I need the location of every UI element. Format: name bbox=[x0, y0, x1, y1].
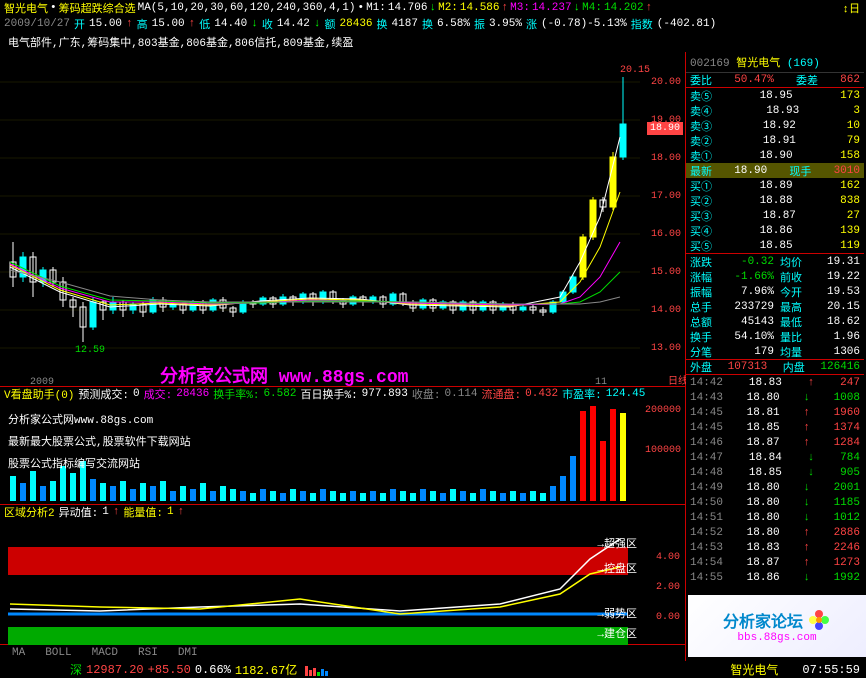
tick-row: 14:5118.80↓1012 bbox=[686, 510, 864, 525]
tick-row: 14:5018.80↓1185 bbox=[686, 495, 864, 510]
stat-row: 总手233729最高20.15 bbox=[686, 299, 864, 314]
ask-row[interactable]: 卖③18.9210 bbox=[686, 118, 864, 133]
watermark: 分析家公式网 www.88gs.com bbox=[160, 362, 408, 388]
tick-row: 14:4618.87↑1284 bbox=[686, 435, 864, 450]
vol-indicator-name: V看盘助手(0) bbox=[4, 386, 74, 402]
stat-row: 总额45143最低18.62 bbox=[686, 314, 864, 329]
stat-row: 振幅7.96%今开19.53 bbox=[686, 284, 864, 299]
bid-row[interactable]: 买④18.86139 bbox=[686, 223, 864, 238]
candlestick-chart[interactable]: 20.1512.59200911日线 分析家公式网 www.88gs.com 2… bbox=[0, 52, 685, 387]
svg-text:4.00: 4.00 bbox=[656, 552, 680, 563]
zone-indicator-name: 区域分析2 bbox=[4, 504, 55, 520]
volume-chart[interactable]: V看盘助手(0) 预测成交:0 成交:28436 换手率%:6.582 百日换手… bbox=[0, 387, 685, 505]
tick-row: 14:4918.80↓2001 bbox=[686, 480, 864, 495]
tick-row: 14:4718.84↓784 bbox=[686, 450, 864, 465]
tick-row: 14:4518.81↑1960 bbox=[686, 405, 864, 420]
zone-chart[interactable]: 区域分析2 异动值:1↑ 能量值:1↑ 4.002.000.00 →超强区→控盘… bbox=[0, 505, 685, 645]
stock-code[interactable]: 002169 bbox=[690, 58, 730, 70]
price-tag: 18.90 bbox=[647, 122, 683, 135]
forum-logo[interactable]: 分析家论坛 bbs.88gs.com bbox=[688, 595, 866, 657]
ask-row[interactable]: 卖④18.933 bbox=[686, 103, 864, 118]
ask-row[interactable]: 卖①18.90158 bbox=[686, 148, 864, 163]
stat-row: 涨跌-0.32均价19.31 bbox=[686, 254, 864, 269]
tick-row: 14:4818.85↓905 bbox=[686, 465, 864, 480]
tick-row: 14:5218.80↑2886 bbox=[686, 525, 864, 540]
quote-panel: 002169 智光电气 (169) 委比50.47% 委差862 卖⑤18.95… bbox=[686, 52, 864, 661]
header-row-2: 2009/10/27 开15.00↑ 高15.00↑ 低14.40↓ 收14.4… bbox=[0, 16, 866, 32]
ma-label: MA(5,10,20,30,60,120,240,360,4,1) bbox=[138, 2, 356, 14]
stock-name[interactable]: 智光电气 bbox=[4, 0, 48, 16]
svg-text:2.00: 2.00 bbox=[656, 582, 680, 593]
header-row-1: 智光电气 • 筹码超跌综合选 MA(5,10,20,30,60,120,240,… bbox=[0, 0, 866, 16]
tick-row: 14:4518.85↑1374 bbox=[686, 420, 864, 435]
svg-text:20.15: 20.15 bbox=[620, 65, 650, 76]
svg-text:日线: 日线 bbox=[668, 374, 686, 387]
bid-row[interactable]: 买⑤18.85119 bbox=[686, 238, 864, 253]
ask-row[interactable]: 卖⑤18.95173 bbox=[686, 88, 864, 103]
flower-icon bbox=[807, 608, 831, 632]
mini-bars-icon bbox=[305, 664, 328, 676]
tick-row: 14:4318.80↓1008 bbox=[686, 390, 864, 405]
tick-row: 14:5418.87↑1273 bbox=[686, 555, 864, 570]
tags-row: 电气部件,广东,筹码集中,803基金,806基金,806信托,809基金,续盈 bbox=[0, 32, 866, 52]
svg-text:0.00: 0.00 bbox=[656, 612, 680, 623]
period-icon[interactable]: ↕日 bbox=[842, 0, 860, 16]
bid-row[interactable]: 买②18.88838 bbox=[686, 193, 864, 208]
status-bar: 深 12987.20 +85.50 0.66% 1182.67亿 智光电气 07… bbox=[0, 661, 866, 678]
bid-row[interactable]: 买③18.8727 bbox=[686, 208, 864, 223]
stat-row: 分笔179均量1306 bbox=[686, 344, 864, 359]
ask-row[interactable]: 卖②18.9179 bbox=[686, 133, 864, 148]
svg-text:12.59: 12.59 bbox=[75, 345, 105, 356]
stat-row: 涨幅-1.66%前收19.22 bbox=[686, 269, 864, 284]
bid-row[interactable]: 买①18.89162 bbox=[686, 178, 864, 193]
stat-row: 换手54.10%量比1.96 bbox=[686, 329, 864, 344]
tick-row: 14:5518.86↓1992 bbox=[686, 570, 864, 585]
tick-row: 14:4218.83↑247 bbox=[686, 375, 864, 390]
indicator-name: 筹码超跌综合选 bbox=[59, 0, 136, 16]
tick-row: 14:5318.83↑2246 bbox=[686, 540, 864, 555]
